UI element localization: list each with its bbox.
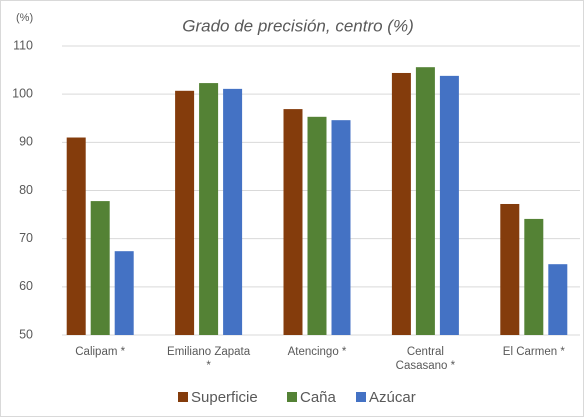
- bar: [415, 67, 435, 336]
- bar: [331, 120, 351, 335]
- legend-label: Caña: [300, 389, 337, 406]
- bar: [175, 90, 195, 335]
- bar: [199, 83, 219, 335]
- y-tick-label: 110: [13, 38, 33, 52]
- bar: [524, 218, 544, 335]
- x-tick-label: Emiliano Zapata *: [167, 346, 251, 372]
- bar: [439, 75, 459, 335]
- bar: [283, 109, 303, 336]
- legend-label: Superficie: [191, 389, 258, 406]
- chart-title: Grado de precisión, centro (%): [182, 16, 414, 35]
- bar: [548, 264, 568, 335]
- bar: [223, 88, 243, 335]
- x-tick-label: Calipam *: [75, 346, 126, 358]
- legend-swatch: [356, 392, 366, 402]
- bar: [66, 137, 86, 335]
- legend-swatch: [178, 392, 188, 402]
- y-tick-label: 90: [19, 135, 33, 149]
- legend-label: Azúcar: [369, 389, 416, 406]
- y-tick-label: 100: [12, 86, 33, 100]
- y-tick-label: 50: [19, 327, 33, 341]
- y-tick-label: 80: [19, 183, 33, 197]
- bar: [114, 251, 134, 335]
- x-tick-label: Central Casasano *: [395, 346, 456, 372]
- y-tick-label: 60: [19, 279, 33, 293]
- bar: [500, 203, 520, 335]
- bar: [307, 116, 327, 336]
- x-tick-label: Atencingo *: [287, 346, 347, 358]
- y-tick-label: 70: [19, 231, 33, 245]
- bar: [90, 201, 110, 335]
- y-axis-label: (%): [16, 12, 33, 24]
- bar: [391, 72, 411, 336]
- legend-swatch: [287, 392, 297, 402]
- x-tick-label: El Carmen *: [502, 346, 565, 358]
